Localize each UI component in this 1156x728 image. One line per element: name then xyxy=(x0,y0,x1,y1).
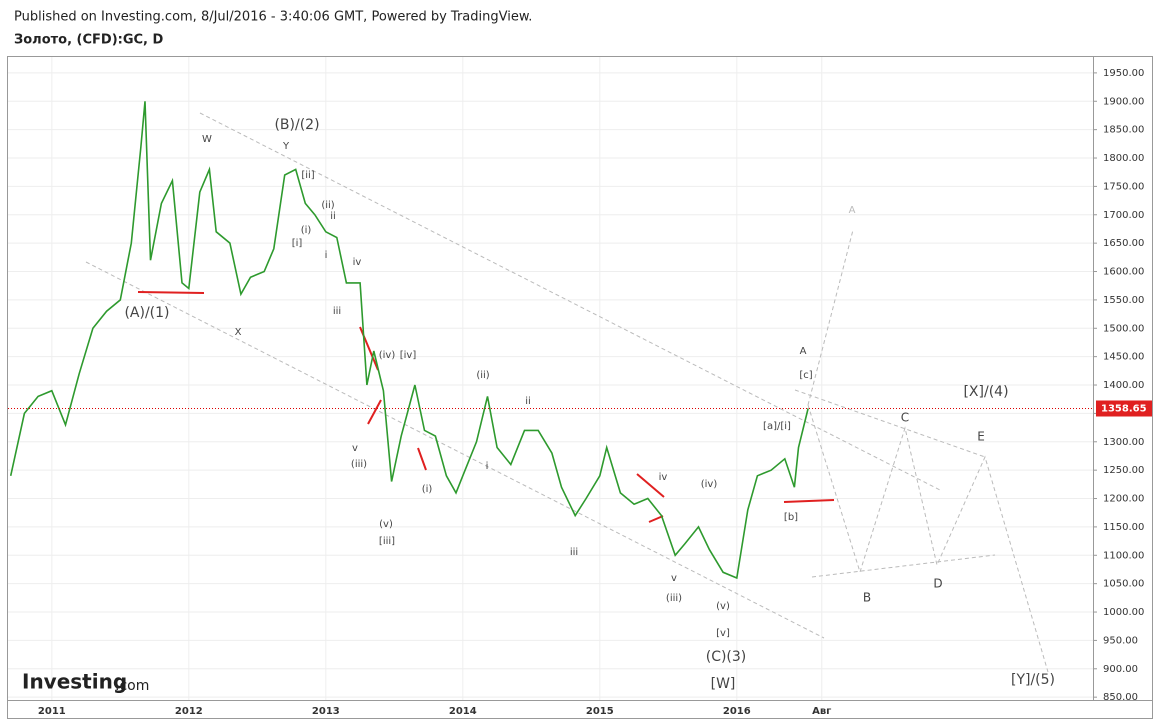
wave-label: C xyxy=(901,411,909,425)
x-tick-label: 2011 xyxy=(38,706,66,717)
wave-label: D xyxy=(933,577,942,591)
y-tick-label: 950.00 xyxy=(1103,635,1138,646)
logo-suffix: .com xyxy=(115,678,149,694)
wave-label: [Y]/(5) xyxy=(1011,672,1055,688)
logo: Investing xyxy=(22,670,127,694)
grid xyxy=(8,57,1093,700)
wave-label: (iv) xyxy=(379,350,396,361)
wave-label: iii xyxy=(333,306,341,317)
wave-label: (i) xyxy=(422,484,433,495)
plot xyxy=(9,101,809,580)
x-tick-label: 2013 xyxy=(312,706,340,717)
x-tick-label: 2015 xyxy=(586,706,614,717)
y-tick-label: 1300.00 xyxy=(1103,437,1144,448)
y-tick-label: 1200.00 xyxy=(1103,494,1144,505)
wave-label: ii xyxy=(330,211,336,222)
y-tick-label: 1700.00 xyxy=(1103,210,1144,221)
wave-label: [a]/[i] xyxy=(763,421,791,432)
y-tick-label: 1850.00 xyxy=(1103,125,1144,136)
wave-label: (v) xyxy=(379,519,393,530)
wave-label: ii xyxy=(525,396,531,407)
price-line xyxy=(9,101,809,580)
y-tick-label: 1500.00 xyxy=(1103,323,1144,334)
y-tick-label: 1550.00 xyxy=(1103,295,1144,306)
wave-label: [iv] xyxy=(400,350,417,361)
wave-label: [c] xyxy=(799,370,812,381)
wave-label: [i] xyxy=(292,238,303,249)
wave-label: [v] xyxy=(716,628,730,639)
wave-label: W xyxy=(202,134,212,145)
wave-label: [b] xyxy=(784,512,798,523)
wave-label: (A)/(1) xyxy=(124,305,169,321)
wave-label: iv xyxy=(353,257,362,268)
y-tick-label: 1950.00 xyxy=(1103,68,1144,79)
frame xyxy=(7,56,1153,719)
y-tick-label: 1450.00 xyxy=(1103,352,1144,363)
wave-label: (B)/(2) xyxy=(274,117,319,133)
wave-label: (iv) xyxy=(701,479,718,490)
y-tick-label: 1900.00 xyxy=(1103,96,1144,107)
current-price-label: 1358.65 xyxy=(1101,403,1147,414)
wave-label: (v) xyxy=(716,601,730,612)
wave-label: iv xyxy=(659,472,668,483)
wave-label: [X]/(4) xyxy=(963,384,1008,400)
wave-label: [ii] xyxy=(301,170,314,181)
wave-label: A xyxy=(849,205,856,216)
wave-label: v xyxy=(671,573,677,584)
current-price-box xyxy=(1096,400,1152,417)
wave-label: (i) xyxy=(301,225,312,236)
wave-label: [W] xyxy=(711,676,736,692)
wave-label: Y xyxy=(282,141,290,152)
wave-label: (iii) xyxy=(666,593,682,604)
published: Published on Investing.com, 8/Jul/2016 -… xyxy=(14,10,532,25)
wave-label: (iii) xyxy=(351,459,367,470)
wave-label: iii xyxy=(570,547,578,558)
x-tick-label: 2012 xyxy=(175,706,203,717)
wave-label: v xyxy=(352,443,358,454)
y-tick-label: 1150.00 xyxy=(1103,522,1144,533)
y-tick-label: 1400.00 xyxy=(1103,380,1144,391)
wave-label: A xyxy=(800,346,807,357)
wave-label: i xyxy=(325,250,328,261)
wave-label: (C)(3) xyxy=(706,649,747,665)
wave-label: X xyxy=(235,327,242,338)
x-tick-label: 2014 xyxy=(449,706,477,717)
y-tick-label: 850.00 xyxy=(1103,692,1138,703)
y-tick-label: 1800.00 xyxy=(1103,153,1144,164)
y-tick-label: 1100.00 xyxy=(1103,550,1144,561)
wave-label: [iii] xyxy=(379,536,395,547)
y-tick-label: 1050.00 xyxy=(1103,579,1144,590)
y-tick-label: 1250.00 xyxy=(1103,465,1144,476)
wave-label: i xyxy=(486,461,489,472)
y-tick-label: 900.00 xyxy=(1103,664,1138,675)
wave-label: E xyxy=(977,430,985,444)
x-tick-label: 2016 xyxy=(723,706,751,717)
y-tick-label: 1000.00 xyxy=(1103,607,1144,618)
trend-lines xyxy=(85,112,1049,673)
symbol: Золото, (CFD):GC, D xyxy=(14,33,164,48)
y-tick-label: 1750.00 xyxy=(1103,181,1144,192)
x-tick-label: Авг xyxy=(812,706,831,717)
wave-label: (ii) xyxy=(321,200,334,211)
y-tick-label: 1650.00 xyxy=(1103,238,1144,249)
y-tick-label: 1600.00 xyxy=(1103,267,1144,278)
wave-label: (ii) xyxy=(476,370,489,381)
marker-lines xyxy=(137,291,835,523)
wave-label: B xyxy=(863,591,871,605)
